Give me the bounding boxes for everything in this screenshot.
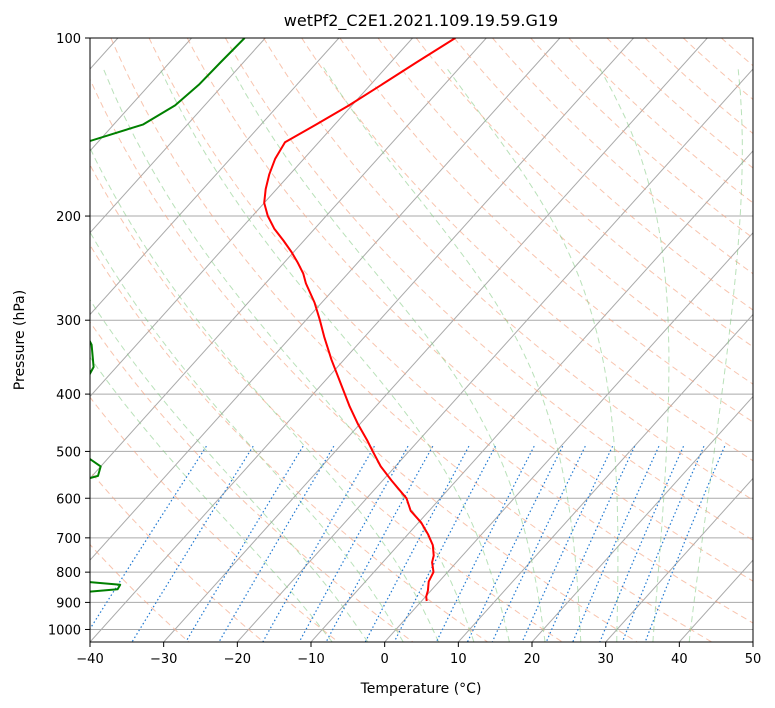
moist-adiabat: [90, 231, 404, 642]
y-tick-label: 300: [56, 314, 81, 329]
moist-adiabat: [598, 66, 670, 642]
isotherm-line: [752, 641, 753, 642]
mixing-ratio-line: [621, 445, 705, 642]
dry-adiabat: [90, 396, 339, 642]
mixing-ratio-line: [393, 445, 496, 642]
mixing-ratio-line: [262, 445, 375, 642]
moist-adiabat: [230, 66, 546, 642]
x-tick-label: 20: [524, 652, 541, 667]
dry-adiabat: [682, 38, 753, 101]
isotherm-line: [90, 38, 266, 234]
moist-adiabat: [90, 298, 369, 642]
dry-adiabat: [90, 470, 264, 642]
isotherm-line: [90, 38, 340, 316]
mixing-ratio-line: [491, 445, 586, 642]
moist-adiabat: [102, 66, 475, 642]
dry-adiabat: [301, 38, 753, 462]
x-tick-label: 10: [450, 652, 467, 667]
dry-adiabat: [110, 38, 712, 642]
dry-adiabat: [568, 38, 753, 204]
moist-adiabat: [688, 67, 743, 642]
dry-adiabat: [453, 38, 753, 311]
dry-adiabat: [148, 38, 753, 624]
isotherm-line: [531, 395, 753, 642]
dry-adiabat: [90, 78, 638, 642]
isotherm-line: [457, 313, 753, 642]
x-axis-ticks: −40 −30 −20 −10 0 10 20 30 40 50: [76, 642, 761, 667]
background-lines: [90, 38, 775, 642]
dry-adiabat: [90, 163, 563, 642]
isotherm-line: [90, 38, 192, 152]
chart-title: wetPf2_C2E1.2021.109.19.59.G19: [284, 11, 558, 31]
dry-adiabat: [606, 38, 753, 169]
y-tick-label: 700: [56, 532, 81, 547]
dry-adiabat: [90, 321, 414, 642]
dry-adiabat: [263, 38, 753, 501]
dry-adiabat: [224, 38, 753, 541]
dry-adiabat: [377, 38, 753, 385]
y-axis-ticks: 100 200 300 400 500 600 700 800 900 1000: [48, 32, 90, 638]
dry-adiabat: [644, 38, 753, 135]
mixing-ratio-line: [466, 445, 564, 642]
isotherm-line: [90, 38, 561, 561]
dry-adiabat: [339, 38, 753, 423]
mixing-ratio-line: [435, 445, 535, 642]
x-tick-label: 0: [381, 652, 389, 667]
plot-frame: [89, 37, 754, 643]
dry-adiabat: [186, 38, 753, 582]
dewpoint-line: [90, 38, 246, 593]
isotherm-line: [384, 232, 753, 642]
moist-adiabat: [90, 356, 333, 642]
temperature-line: [263, 38, 456, 602]
mixing-ratio-line: [90, 445, 207, 631]
y-tick-label: 600: [56, 492, 81, 507]
mixing-ratio-line: [298, 445, 409, 642]
x-tick-label: 50: [745, 652, 762, 667]
x-tick-label: −10: [297, 652, 324, 667]
mixing-ratio-line: [364, 445, 470, 642]
x-tick-label: 30: [597, 652, 614, 667]
mixing-ratio-line: [218, 445, 335, 642]
x-axis-label: Temperature (°C): [360, 681, 482, 697]
mixing-ratio-line: [572, 445, 660, 642]
moist-adiabat: [445, 66, 619, 642]
isotherm-line: [163, 38, 708, 642]
dry-adiabat: [760, 38, 775, 642]
isotherm-line: [678, 559, 753, 642]
y-tick-label: 1000: [48, 623, 81, 638]
dry-adiabat: [90, 244, 488, 642]
isotherm-line: [90, 38, 634, 642]
y-tick-label: 400: [56, 388, 81, 403]
mixing-ratio-line: [644, 445, 726, 642]
x-tick-label: 40: [671, 652, 688, 667]
y-axis-label: Pressure (hPa): [12, 290, 28, 390]
mixing-ratio-line: [599, 445, 685, 642]
dry-adiabat: [90, 543, 190, 642]
isotherm-line: [605, 477, 753, 642]
y-tick-label: 200: [56, 210, 81, 225]
mixing-ratio-line: [325, 445, 434, 642]
mixing-ratio-line: [185, 445, 304, 642]
profiles: [90, 38, 456, 602]
mixing-ratio-line: [545, 445, 636, 642]
x-tick-label: −40: [76, 652, 103, 667]
x-tick-label: −20: [224, 652, 251, 667]
y-tick-label: 900: [56, 596, 81, 611]
dry-adiabat: [530, 38, 753, 239]
mixing-ratio-line: [521, 445, 614, 642]
mixing-ratio-line: [131, 445, 254, 642]
y-tick-label: 500: [56, 445, 81, 460]
isotherm-line: [90, 38, 413, 398]
dry-adiabat: [415, 38, 753, 348]
x-tick-label: −30: [150, 652, 177, 667]
isotherm-line: [236, 68, 753, 642]
moist-adiabat: [322, 66, 582, 642]
isotherm-line: [90, 38, 487, 480]
y-tick-label: 800: [56, 566, 81, 581]
moist-adiabat: [158, 66, 510, 642]
moist-adiabat: [90, 146, 440, 642]
y-tick-label: 100: [56, 32, 81, 47]
